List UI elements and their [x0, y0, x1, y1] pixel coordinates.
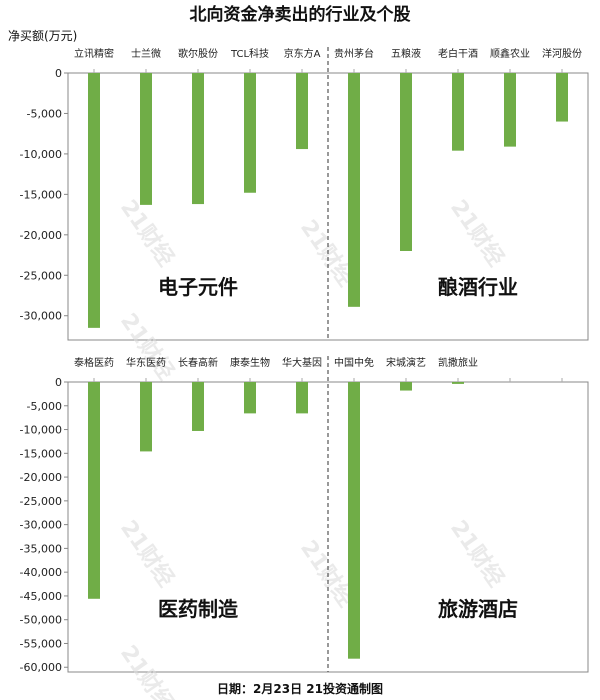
group-label: 旅游酒店 — [438, 597, 518, 621]
bar — [88, 382, 100, 599]
bar — [296, 382, 308, 414]
bar — [400, 73, 412, 251]
x-tick-label: 洋河股份 — [542, 47, 582, 60]
bar — [244, 73, 256, 193]
chart-title: 北向资金净卖出的行业及个股 — [190, 4, 411, 25]
x-tick-label: 贵州茅台 — [334, 47, 374, 60]
bar — [192, 73, 204, 205]
y-tick-label: -60,000 — [20, 661, 62, 674]
y-tick-label: -20,000 — [20, 229, 62, 242]
plot-area — [67, 72, 589, 341]
y-tick-label: -10,000 — [20, 424, 62, 437]
bar — [556, 73, 568, 122]
y-tick-label: -5,000 — [27, 107, 62, 120]
bar — [400, 382, 412, 391]
bar — [244, 382, 256, 414]
x-tick-label: 凯撒旅业 — [438, 356, 478, 369]
bar — [140, 73, 152, 205]
y-tick-label: -55,000 — [20, 637, 62, 650]
y-tick-label: -25,000 — [20, 495, 62, 508]
x-tick-label: TCL科技 — [230, 47, 269, 60]
bar — [452, 73, 464, 151]
y-tick-label: -25,000 — [20, 269, 62, 282]
bar — [504, 73, 516, 147]
y-axis-label: 净买额(万元) — [8, 29, 77, 43]
x-tick-label: 顺鑫农业 — [490, 47, 530, 60]
y-tick-label: -20,000 — [20, 471, 62, 484]
y-tick-label: -30,000 — [20, 519, 62, 532]
y-tick-label: -15,000 — [20, 447, 62, 460]
group-label: 酿酒行业 — [438, 275, 518, 299]
x-tick-label: 士兰微 — [131, 47, 161, 60]
x-tick-label: 老白干酒 — [438, 47, 478, 60]
bar — [296, 73, 308, 150]
x-tick-label: 立讯精密 — [74, 47, 114, 60]
y-tick-label: -5,000 — [27, 400, 62, 413]
y-tick-label: -50,000 — [20, 614, 62, 627]
x-tick-label: 五粮液 — [391, 47, 421, 60]
y-tick-label: -35,000 — [20, 542, 62, 555]
bar — [192, 382, 204, 431]
watermark: 21财经 — [115, 516, 179, 592]
bar — [452, 382, 464, 384]
watermark: 21财经 — [115, 641, 179, 700]
y-tick-label: -10,000 — [20, 148, 62, 161]
y-tick-label: -15,000 — [20, 188, 62, 201]
y-tick-label: -40,000 — [20, 566, 62, 579]
x-tick-label: 华大基因 — [282, 356, 322, 369]
group-label: 电子元件 — [158, 275, 238, 299]
bar — [88, 73, 100, 328]
y-tick-label: 0 — [55, 67, 62, 80]
y-tick-label: -45,000 — [20, 590, 62, 603]
x-tick-label: 中国中免 — [334, 356, 374, 369]
footer: 日期：2月23日 21投资通制图 — [217, 681, 383, 696]
bar — [140, 382, 152, 452]
watermark: 21财经 — [115, 195, 179, 271]
bar — [348, 73, 360, 307]
y-tick-label: -30,000 — [20, 310, 62, 323]
y-tick-label: 0 — [55, 376, 62, 389]
x-tick-label: 泰格医药 — [74, 356, 114, 369]
watermark: 21财经 — [445, 516, 509, 592]
x-tick-label: 京东方A — [284, 47, 321, 60]
group-label: 医药制造 — [158, 597, 239, 621]
x-tick-label: 华东医药 — [126, 356, 166, 369]
x-tick-label: 康泰生物 — [230, 356, 270, 369]
x-tick-label: 长春高新 — [178, 356, 218, 369]
x-tick-label: 歌尔股份 — [178, 47, 218, 60]
x-tick-label: 宋城演艺 — [386, 356, 426, 369]
watermark: 21财经 — [445, 195, 509, 271]
bar — [348, 382, 360, 659]
watermark: 21财经 — [115, 309, 179, 385]
